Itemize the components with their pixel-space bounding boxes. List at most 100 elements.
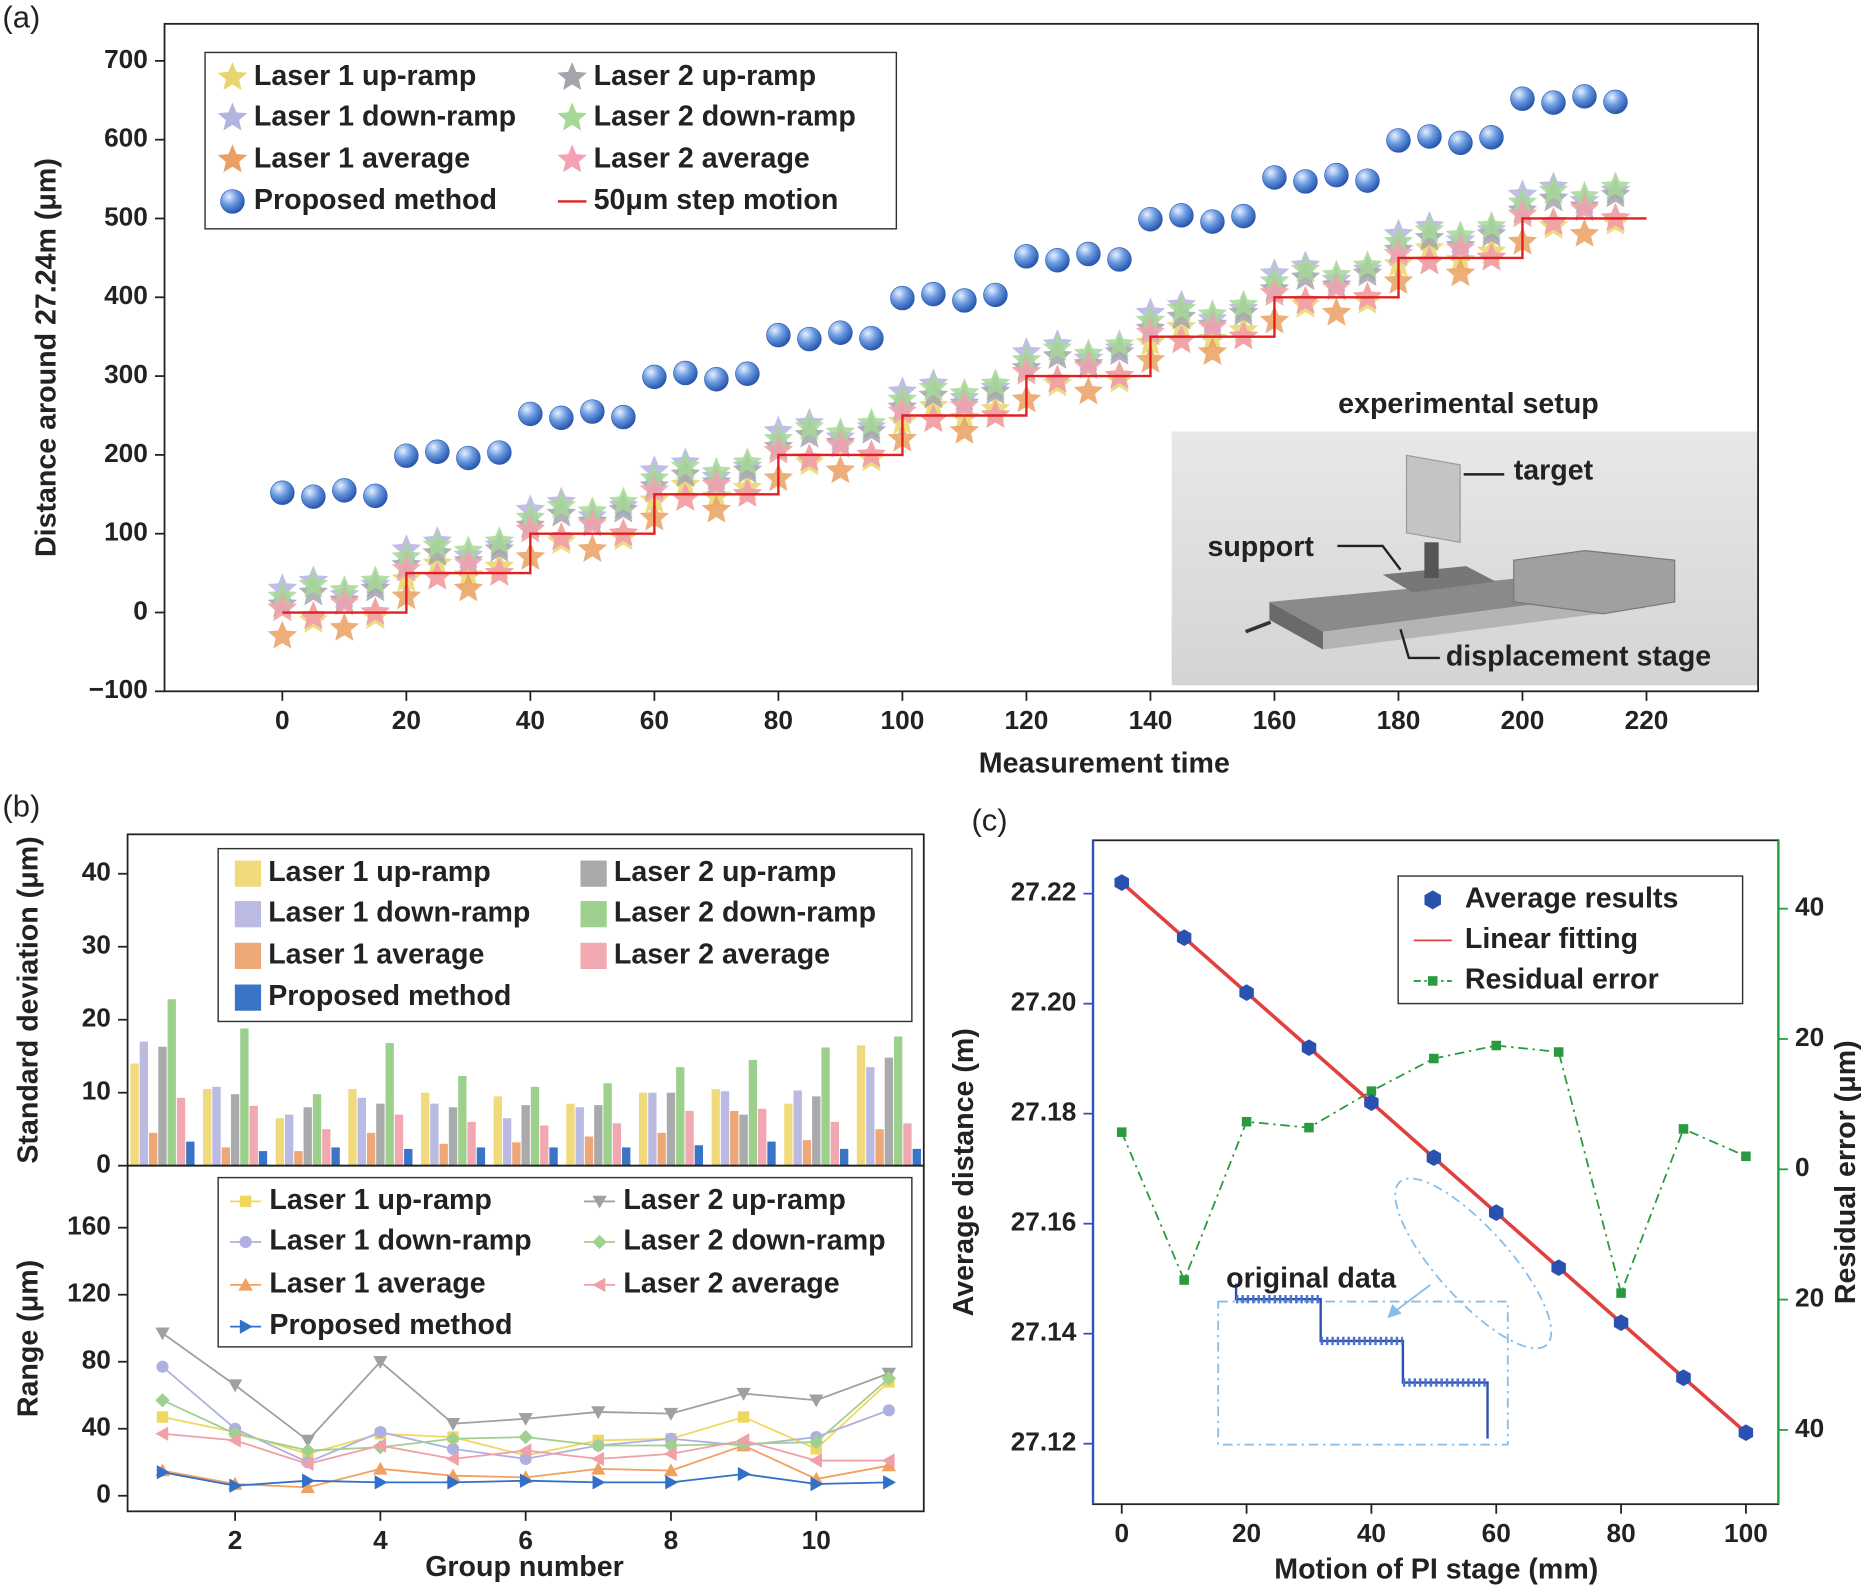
- bar: [685, 1110, 694, 1166]
- point: [155, 1393, 170, 1408]
- y-tick-label: 27.12: [1011, 1427, 1077, 1457]
- bar: [275, 1118, 285, 1166]
- x-tick-label: 2: [228, 1525, 243, 1555]
- y-tick-label: 27.18: [1011, 1097, 1077, 1127]
- point: [374, 1475, 388, 1490]
- x-tick-label: 180: [1377, 705, 1421, 735]
- point: [737, 1411, 750, 1423]
- legend-swatch: [234, 901, 262, 928]
- y-tick-label: 27.14: [1011, 1317, 1077, 1347]
- bar: [312, 1094, 322, 1166]
- point: [1228, 321, 1259, 350]
- arrow-head: [1387, 1303, 1402, 1319]
- point: [1262, 165, 1287, 190]
- point: [518, 1413, 533, 1426]
- bar: [331, 1147, 340, 1166]
- point: [1476, 242, 1507, 271]
- point: [918, 372, 949, 401]
- point: [1678, 1124, 1689, 1134]
- point: [1073, 351, 1104, 380]
- point: [1179, 1275, 1189, 1285]
- bar: [186, 1141, 195, 1166]
- panel-label: (b): [2, 788, 40, 823]
- y-tick-label: 0: [96, 1479, 111, 1509]
- y-tick-label: 200: [104, 438, 148, 468]
- point: [518, 1429, 533, 1445]
- point: [1228, 289, 1259, 318]
- bar: [158, 1046, 167, 1166]
- point: [1738, 1424, 1754, 1442]
- point: [1479, 125, 1504, 150]
- inset-label: displacement stage: [1446, 640, 1711, 672]
- legend-label: Residual error: [1465, 963, 1659, 995]
- legend-box: [217, 847, 913, 1023]
- point: [422, 561, 453, 590]
- point: [794, 443, 825, 472]
- point: [1076, 241, 1101, 267]
- y-tick-label: 500: [104, 201, 148, 231]
- x-tick-label: 80: [1606, 1518, 1635, 1548]
- point: [1551, 1259, 1566, 1277]
- point: [1541, 90, 1566, 115]
- x-tick-label: 100: [1724, 1518, 1768, 1548]
- bar: [221, 1147, 230, 1166]
- legend-swatch: [592, 1234, 607, 1250]
- legend-swatch: [580, 860, 607, 887]
- series-line: [282, 217, 1647, 614]
- point: [1352, 250, 1383, 279]
- point: [670, 482, 701, 511]
- bar: [676, 1067, 685, 1166]
- bar: [694, 1145, 704, 1166]
- point: [921, 281, 946, 307]
- legend-swatch: [557, 102, 587, 131]
- point: [608, 518, 639, 547]
- point: [1104, 360, 1135, 389]
- bar: [540, 1125, 549, 1166]
- point: [298, 600, 329, 629]
- point: [445, 1451, 459, 1467]
- point: [1166, 325, 1197, 354]
- point: [1166, 293, 1197, 322]
- point: [447, 1475, 461, 1490]
- bar: [767, 1141, 776, 1166]
- x-tick-label: 60: [1482, 1518, 1511, 1548]
- y-tick-label: 700: [104, 44, 148, 74]
- x-tick-label: 60: [640, 705, 669, 735]
- point: [1476, 210, 1507, 239]
- bar: [549, 1147, 558, 1166]
- bar: [458, 1075, 467, 1166]
- legend-label: Laser 1 down-ramp: [254, 101, 516, 133]
- point: [373, 1356, 388, 1369]
- point: [591, 1461, 606, 1475]
- bar: [258, 1151, 268, 1166]
- legend-swatch: [1427, 976, 1438, 986]
- x-tick-label: 8: [664, 1525, 679, 1555]
- target: [1405, 454, 1461, 544]
- point: [546, 490, 577, 519]
- point: [1414, 246, 1445, 275]
- y-axis-label: Average distance (m): [948, 1028, 980, 1316]
- legend-label: Average results: [1465, 882, 1679, 914]
- point: [1290, 254, 1321, 283]
- point: [670, 451, 701, 480]
- point: [519, 1473, 533, 1488]
- point: [665, 1475, 679, 1490]
- x-tick-label: 80: [764, 705, 793, 735]
- point: [881, 1453, 895, 1468]
- bar: [439, 1143, 448, 1166]
- point: [856, 407, 887, 436]
- y-tick-label: −100: [89, 674, 148, 704]
- point: [298, 569, 329, 598]
- point: [611, 404, 636, 430]
- point: [300, 1434, 315, 1448]
- point: [1114, 874, 1130, 891]
- x-tick-label: 10: [802, 1525, 831, 1555]
- legend-swatch: [234, 860, 262, 887]
- legend-label: Laser 2 average: [623, 1267, 839, 1299]
- legend-label: Proposed method: [268, 980, 511, 1012]
- bar: [240, 1028, 249, 1166]
- y-tick-label: 40: [82, 1412, 111, 1442]
- point: [639, 474, 670, 503]
- legend-label: Laser 2 average: [614, 938, 830, 970]
